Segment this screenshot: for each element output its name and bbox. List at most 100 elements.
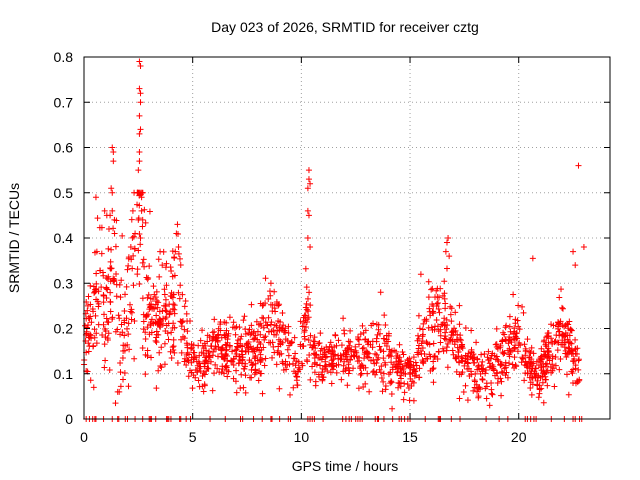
data-point [85,332,92,339]
data-point [538,364,545,371]
data-point [389,405,396,412]
data-point [282,336,289,343]
data-point [315,340,322,347]
data-point [442,248,449,255]
data-point [144,324,151,331]
data-point [435,306,442,313]
data-point [257,300,264,307]
data-point [102,334,109,341]
data-point [114,388,121,395]
data-point [430,379,437,386]
data-point [90,283,97,290]
x-axis-label: GPS time / hours [292,458,399,474]
data-point [552,353,559,360]
data-point [100,272,107,279]
data-point [342,347,349,354]
y-axis-ticks: 0 0.1 0.2 0.3 0.4 0.5 0.6 0.7 0.8 [54,49,610,427]
data-point [413,372,420,379]
data-point [501,365,508,372]
data-point [534,382,541,389]
data-point [392,348,399,355]
data-point [184,328,191,335]
data-point [183,310,190,317]
x-tick-label: 20 [511,429,527,445]
data-point [311,342,318,349]
data-point [226,314,233,321]
data-point [295,358,302,365]
data-point [248,322,255,329]
data-point [340,327,347,334]
data-point [489,391,496,398]
data-point [301,327,308,334]
data-point [416,365,423,372]
data-point [436,309,443,316]
data-point [568,327,575,334]
data-point [521,377,528,384]
data-point [152,337,159,344]
data-point [317,347,324,354]
data-point [301,319,308,326]
data-point [528,374,535,381]
data-point [101,311,108,318]
data-point [540,348,547,355]
data-point [297,318,304,325]
data-point [362,380,369,387]
data-point [272,308,279,315]
data-point [155,299,162,306]
data-point [386,346,393,353]
data-point [260,315,267,322]
data-point [513,363,520,370]
data-point [196,365,203,372]
data-point [497,342,504,349]
x-axis-ticks: 0 5 10 15 20 [80,57,527,445]
data-point [100,291,107,298]
data-point [511,331,518,338]
data-point [150,283,157,290]
data-point [385,332,392,339]
data-point [354,358,361,365]
data-point [175,250,182,257]
data-point [224,373,231,380]
data-point [89,305,96,312]
data-point [137,126,144,133]
data-point [342,367,349,374]
data-point [506,360,513,367]
data-point [312,351,319,358]
data-point [286,342,293,349]
data-point [135,247,142,254]
data-point [306,289,313,296]
data-point [213,346,220,353]
data-point [340,315,347,322]
data-point [373,351,380,358]
data-point [509,361,516,368]
data-point [178,336,185,343]
data-point [559,304,566,311]
data-point [157,248,164,255]
data-point [559,331,566,338]
data-point [575,162,582,169]
data-point [443,344,450,351]
data-point [107,278,114,285]
data-point [229,324,236,331]
data-point [140,256,147,263]
data-point [442,321,449,328]
data-point [495,375,502,382]
data-point [244,344,251,351]
data-point [181,358,188,365]
data-point [161,302,168,309]
data-point [271,331,278,338]
y-tick-label: 0.1 [54,366,74,382]
data-point [262,355,269,362]
data-point [522,348,529,355]
data-point [365,338,372,345]
data-point [125,255,132,262]
data-point [545,354,552,361]
data-point [410,397,417,404]
data-point [369,344,376,351]
data-point [265,295,272,302]
data-point [426,341,433,348]
data-point [140,326,147,333]
data-point [148,354,155,361]
data-point [153,312,160,319]
data-point [183,340,190,347]
